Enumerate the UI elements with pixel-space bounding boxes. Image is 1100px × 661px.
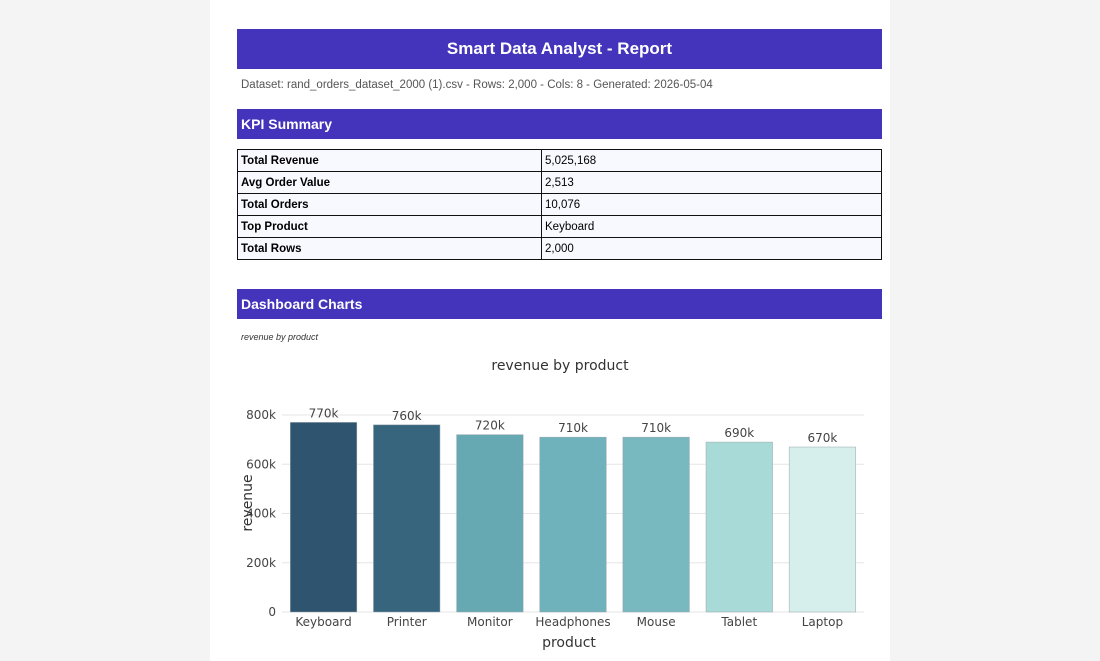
kpi-value: 2,000 [541, 237, 882, 260]
revenue-bar-chart: revenue by product 0 200k 400k 600k 800k 770… [240, 358, 864, 651]
kpi-table: Total Revenue 5,025,168 Avg Order Value … [237, 149, 882, 260]
x-tick-label: Tablet [720, 615, 757, 629]
y-tick-label: 200k [246, 556, 276, 570]
bar [539, 436, 607, 613]
y-axis-ticks: 0 200k 400k 600k 800k [246, 408, 276, 619]
kpi-label: Total Revenue [237, 149, 542, 172]
charts-section-heading: Dashboard Charts [237, 289, 882, 319]
kpi-label: Total Orders [237, 193, 542, 216]
y-tick-label: 400k [246, 507, 276, 521]
data-label: 770k [309, 406, 339, 420]
y-axis-label: revenue [240, 474, 256, 531]
bar [456, 434, 524, 613]
y-tick-label: 800k [246, 408, 276, 422]
x-tick-label: Monitor [467, 615, 513, 629]
x-tick-label: Laptop [802, 615, 843, 629]
bar [622, 436, 690, 613]
x-axis-label: product [542, 635, 596, 651]
dataset-meta: Dataset: rand_orders_dataset_2000 (1).cs… [241, 79, 713, 91]
data-label: 720k [475, 419, 505, 433]
kpi-label: Avg Order Value [237, 171, 542, 194]
kpi-value: 2,513 [541, 171, 882, 194]
bar [788, 446, 856, 613]
table-row: Total Revenue 5,025,168 [237, 149, 882, 172]
table-row: Total Rows 2,000 [237, 237, 882, 260]
data-label: 710k [558, 421, 588, 435]
bar [705, 441, 773, 613]
report-page: Smart Data Analyst - Report Dataset: ran… [210, 0, 890, 661]
bar [290, 422, 358, 613]
data-label: 690k [724, 426, 754, 440]
chart-title: revenue by product [491, 358, 629, 374]
table-row: Total Orders 10,076 [237, 193, 882, 216]
x-axis-ticks: Keyboard Printer Monitor Headphones Mouse Tab… [295, 615, 843, 629]
chart-caption: revenue by product [241, 332, 319, 342]
table-row: Avg Order Value 2,513 [237, 171, 882, 194]
y-tick-label: 600k [246, 457, 276, 471]
x-tick-label: Printer [387, 615, 427, 629]
report-title: Smart Data Analyst - Report [237, 29, 882, 69]
kpi-section-heading: KPI Summary [237, 109, 882, 139]
bar [373, 424, 441, 613]
x-tick-label: Mouse [637, 615, 676, 629]
kpi-label: Top Product [237, 215, 542, 238]
y-tick-label: 0 [268, 605, 276, 619]
data-label: 710k [641, 421, 671, 435]
kpi-value: 5,025,168 [541, 149, 882, 172]
bars: 770k 760k 720k 710k 710k 690k 670k [290, 406, 856, 613]
kpi-label: Total Rows [237, 237, 542, 260]
x-tick-label: Headphones [535, 615, 610, 629]
data-label: 670k [807, 431, 837, 445]
x-tick-label: Keyboard [295, 615, 351, 629]
kpi-value: Keyboard [541, 215, 882, 238]
table-row: Top Product Keyboard [237, 215, 882, 238]
kpi-value: 10,076 [541, 193, 882, 216]
data-label: 760k [392, 409, 422, 423]
